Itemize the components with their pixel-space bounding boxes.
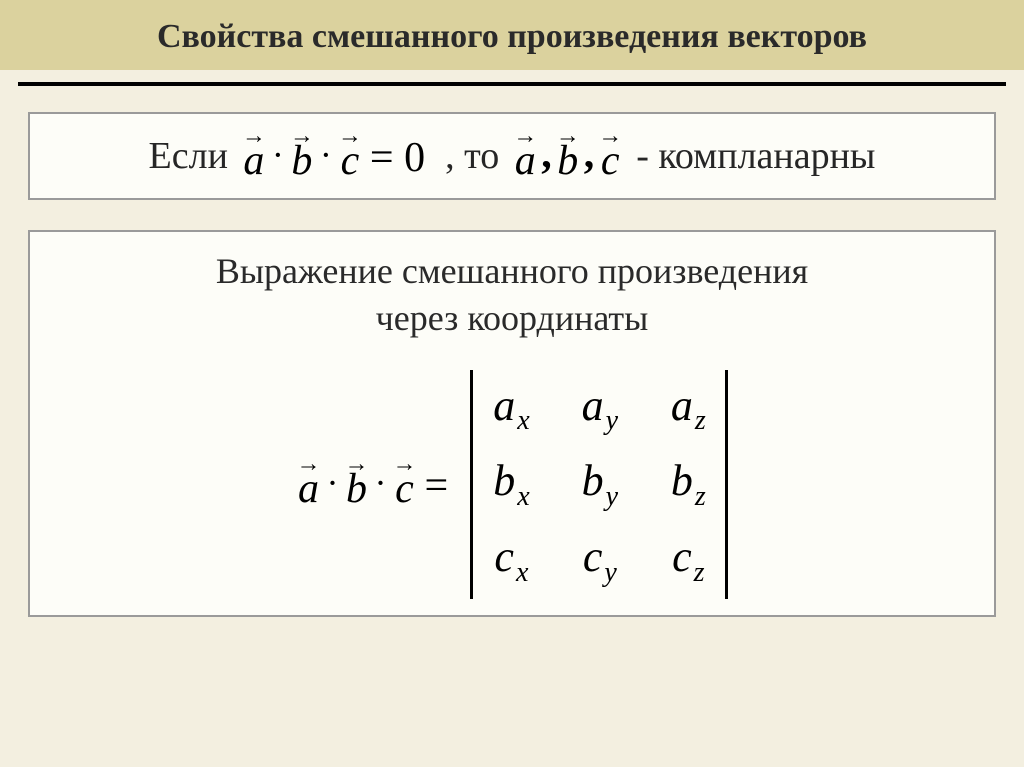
triple-product-zero: → a · → b · → c = 0	[242, 130, 431, 182]
determinant: axayaz bxbybz cxcycz	[470, 370, 727, 599]
vector-c: → c	[393, 458, 417, 510]
slide: Свойства смешанного произведения векторо…	[0, 0, 1024, 767]
title-band: Свойства смешанного произведения векторо…	[0, 0, 1024, 70]
determinant-formula: → a · → b · → c = axayaz bxbybz cxcycz	[52, 370, 972, 599]
comma: ,	[582, 130, 597, 182]
dot-op: ·	[316, 134, 336, 182]
det-cell: by	[582, 455, 616, 513]
dot-op: ·	[371, 462, 391, 510]
vector-b: → b	[290, 130, 314, 182]
dot-op: ·	[268, 134, 288, 182]
dot-op: ·	[323, 462, 343, 510]
determinant-title: Выражение смешанного произведения через …	[52, 248, 972, 342]
determinant-grid: axayaz bxbybz cxcycz	[473, 370, 724, 599]
coplanar-box: Если → a · → b · → c = 0 , то	[28, 112, 996, 200]
vector-c: → c	[598, 130, 622, 182]
det-bar-right	[725, 370, 728, 599]
triple-product-lhs: → a · → b · → c =	[297, 458, 455, 510]
det-cell: ay	[582, 380, 616, 438]
text-then: , то	[445, 134, 499, 178]
vector-a: → a	[242, 130, 266, 182]
det-cell: ax	[493, 380, 527, 438]
vector-b: → b	[556, 130, 580, 182]
text-coplanar: - компланарны	[636, 134, 875, 178]
vector-list: → a , → b , → c	[513, 130, 622, 182]
equals-zero: = 0	[364, 134, 431, 182]
vector-a: → a	[513, 130, 537, 182]
det-cell: cz	[670, 531, 704, 589]
coplanar-statement: Если → a · → b · → c = 0 , то	[52, 130, 972, 182]
divider-line	[18, 82, 1006, 86]
slide-title: Свойства смешанного произведения векторо…	[20, 18, 1004, 56]
det-cell: bx	[493, 455, 527, 513]
vector-b: → b	[345, 458, 369, 510]
equals-sign: =	[419, 462, 455, 510]
text-if: Если	[149, 134, 228, 178]
title-line1: Выражение смешанного произведения	[216, 251, 808, 291]
title-line2: через координаты	[376, 298, 649, 338]
det-cell: az	[670, 380, 704, 438]
det-cell: cx	[493, 531, 527, 589]
vector-c: → c	[338, 130, 362, 182]
comma: ,	[539, 130, 554, 182]
det-cell: cy	[582, 531, 616, 589]
determinant-box: Выражение смешанного произведения через …	[28, 230, 996, 617]
det-cell: bz	[670, 455, 704, 513]
vector-a: → a	[297, 458, 321, 510]
